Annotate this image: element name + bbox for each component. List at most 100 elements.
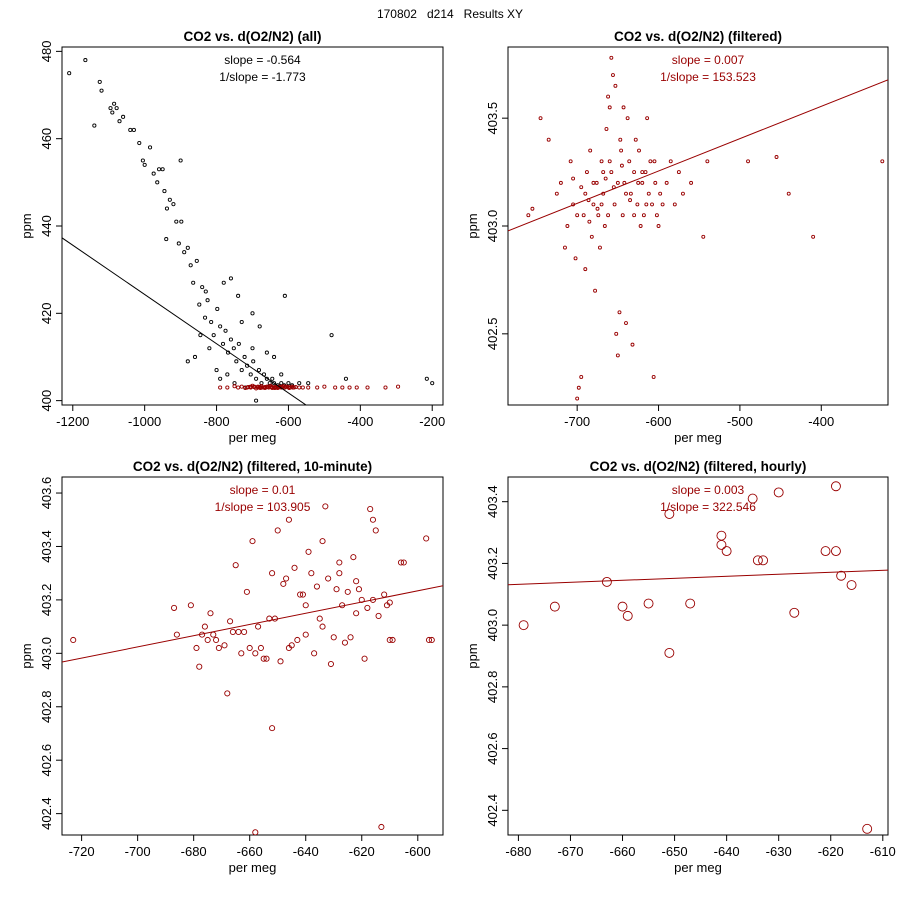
data-point-filtered (653, 180, 658, 185)
y-tick-label: 440 (39, 215, 54, 237)
data-point-all (156, 167, 162, 172)
x-tick-label: -800 (204, 414, 230, 429)
x-axis-label: per meg (674, 430, 722, 445)
data-point-10-minute (171, 604, 178, 611)
data-point-filtered (638, 224, 643, 228)
data-point-filtered (689, 180, 694, 185)
data-point-10-minute (378, 823, 385, 831)
data-point-10-minute (297, 591, 304, 598)
data-point-filtered (601, 170, 606, 175)
data-point-all (148, 145, 153, 150)
data-point-filtered (558, 180, 563, 185)
data-point-all (108, 106, 113, 111)
data-point-filtered (573, 256, 578, 261)
data-point-10-minute (336, 570, 343, 577)
data-point-all (218, 376, 223, 381)
data-point-filtered (607, 159, 612, 164)
data-point-10-minute (241, 628, 248, 636)
data-point-hourly (716, 539, 727, 550)
data-point-filtered (583, 267, 588, 272)
y-tick-label: 480 (39, 41, 54, 63)
data-point-all (221, 280, 226, 285)
x-tick-label: -1000 (128, 414, 161, 429)
data-point-all (239, 368, 244, 373)
data-point-filtered (609, 170, 614, 175)
data-point-all (211, 333, 216, 338)
inverse-slope-annotation: 1/slope = -1.773 (219, 70, 306, 84)
data-point-all (178, 158, 183, 163)
data-point-filtered (568, 159, 573, 164)
data-point-10-minute (350, 554, 357, 561)
data-point-hourly (617, 601, 628, 612)
y-tick-label: 403.0 (485, 210, 500, 243)
data-point-10-minute (221, 642, 228, 649)
data-point-10-minute (361, 655, 368, 662)
data-point-filtered (587, 219, 592, 224)
data-point-10-minute (277, 658, 284, 665)
data-layer (508, 481, 888, 834)
data-point-filtered (615, 353, 620, 358)
data-point-filtered (660, 202, 665, 207)
data-point-filtered (530, 206, 535, 211)
data-point-10-minute (344, 588, 351, 595)
data-point-hourly (643, 598, 654, 609)
x-tick-label: -1200 (56, 414, 89, 429)
data-point-10-minute (235, 628, 242, 636)
data-point-all (236, 293, 241, 298)
data-point-filtered (620, 213, 625, 218)
y-axis-label: ppm (19, 213, 34, 238)
x-axis-label: per meg (229, 860, 277, 875)
data-point-filtered (627, 159, 632, 164)
data-point-10-minute (302, 602, 309, 609)
data-point-10-minute (263, 655, 270, 662)
data-point-10-minute (204, 636, 211, 644)
data-point-hourly (721, 546, 732, 557)
data-point-10-minute (389, 636, 396, 644)
y-tick-label: 402.6 (485, 732, 500, 765)
data-point-filtered (701, 234, 706, 239)
data-point-10-minute (327, 660, 334, 668)
data-point-10-minute (325, 575, 332, 582)
data-point-hourly (664, 509, 675, 519)
data-point-10-minute (243, 588, 250, 595)
data-point-10-minute (319, 538, 326, 545)
data-point-10-minute (381, 591, 388, 598)
data-point-filtered (604, 127, 609, 131)
chart-title: CO2 vs. d(O2/N2) (all) (183, 29, 321, 44)
data-point-10-minute (316, 615, 323, 622)
data-point-all (272, 381, 277, 386)
x-tick-label: -400 (808, 414, 834, 429)
data-point-filtered (637, 148, 641, 153)
x-tick-label: -620 (349, 844, 375, 859)
data-point-10-minute (269, 570, 276, 577)
data-point-hourly (549, 601, 560, 612)
regression-line (62, 585, 443, 663)
data-point-all (279, 372, 284, 377)
data-point-all (239, 319, 244, 325)
data-point-all (137, 140, 142, 146)
data-point-filtered (635, 202, 640, 207)
y-tick-label: 402.5 (485, 318, 500, 351)
data-point-hourly (862, 823, 873, 834)
data-point-10-minute (299, 591, 306, 598)
data-point-10-minute (400, 559, 407, 566)
data-point-all (250, 346, 255, 351)
data-point-all (297, 381, 302, 386)
data-point-filtered (640, 180, 645, 185)
chart-title: CO2 vs. d(O2/N2) (filtered, hourly) (590, 459, 807, 474)
data-point-all (215, 306, 220, 312)
y-tick-label: 403.2 (485, 547, 500, 580)
data-point-filtered (705, 159, 710, 164)
data-point-all (205, 298, 210, 303)
data-point-10-minute (428, 636, 435, 644)
x-tick-label: -680 (181, 844, 207, 859)
data-point-filtered (609, 55, 614, 60)
data-point-all (140, 158, 145, 163)
data-point-hourly (846, 580, 857, 590)
page-title: 170802 d214 Results XY (377, 7, 523, 21)
data-point-filtered (656, 224, 661, 228)
data-point-all (155, 180, 160, 185)
y-tick-label: 460 (39, 128, 54, 150)
data-point-all (179, 219, 184, 224)
data-point-filtered (588, 148, 593, 153)
